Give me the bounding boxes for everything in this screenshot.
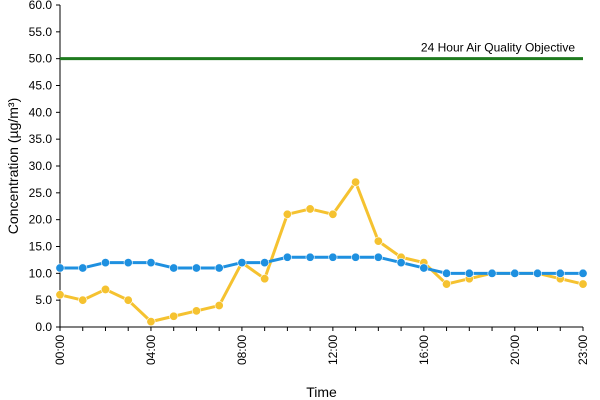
y-tick-label: 15.0 [29, 240, 53, 254]
series-1-point [55, 290, 65, 300]
series-2-point [305, 252, 315, 262]
series-1-point [578, 279, 588, 289]
series-2-point [100, 258, 110, 268]
series-1-point [146, 317, 156, 327]
series-1-point [214, 301, 224, 311]
x-tick-label: 04:00 [144, 335, 158, 365]
series-2-point [442, 268, 452, 278]
series-2-point [510, 268, 520, 278]
series-1-point [100, 284, 110, 294]
series-1-point [191, 306, 201, 316]
series-2-point [328, 252, 338, 262]
x-tick-label: 23:00 [576, 335, 590, 365]
x-tick-label: 20:00 [508, 335, 522, 365]
x-axis: 00:00 04:00 08:00 12:00 16:00 20:00 23:00 [53, 326, 590, 365]
series-2-point [123, 258, 133, 268]
y-tick-label: 0.0 [35, 320, 52, 334]
series-2-point [373, 252, 383, 262]
series-1-point [373, 236, 383, 246]
series-2-point [282, 252, 292, 262]
y-tick-label: 25.0 [29, 186, 53, 200]
series-2-point [351, 252, 361, 262]
series-2-line [60, 255, 583, 275]
series-2-point [55, 263, 65, 273]
y-tick-label: 30.0 [29, 159, 53, 173]
y-tick-label: 60.0 [29, 0, 53, 12]
series-1-point [78, 295, 88, 305]
series-2-point [555, 268, 565, 278]
series-1-line [59, 180, 584, 324]
series-1-point [305, 204, 315, 214]
x-tick-label: 12:00 [326, 335, 340, 365]
series-1-point [442, 279, 452, 289]
series-2-point [237, 258, 247, 268]
y-tick-label: 45.0 [29, 79, 53, 93]
x-tick-label: 16:00 [417, 335, 431, 365]
x-tick-label: 00:00 [53, 335, 67, 365]
series-2-point [578, 268, 588, 278]
series-2-point [78, 263, 88, 273]
series-2-point [533, 268, 543, 278]
y-tick-label: 35.0 [29, 132, 53, 146]
y-tick-label: 55.0 [29, 25, 53, 39]
series-1-point [260, 274, 270, 284]
series-1-point [169, 311, 179, 321]
y-tick-label: 40.0 [29, 105, 53, 119]
series-2-point [214, 263, 224, 273]
series-group [55, 177, 588, 327]
series-2-point [191, 263, 201, 273]
y-tick-label: 5.0 [35, 293, 52, 307]
y-axis: 0.0 5.0 10.0 15.0 20.0 25.0 30.0 35.0 40.0 45.0 50… [29, 0, 61, 334]
y-tick-label: 50.0 [29, 52, 53, 66]
series-2-point [464, 268, 474, 278]
series-2-point [260, 258, 270, 268]
series-2-point [396, 258, 406, 268]
series-2-point [419, 263, 429, 273]
series-1-point [282, 209, 292, 219]
y-axis-title: Concentration (µg/m³) [5, 98, 21, 234]
x-axis-title: Time [306, 384, 337, 400]
series-2-point [169, 263, 179, 273]
series-1-point [328, 209, 338, 219]
series-2-point [146, 258, 156, 268]
series-2-point [487, 268, 497, 278]
series-1-point [351, 177, 361, 187]
y-tick-label: 20.0 [29, 213, 53, 227]
series-1-point [123, 295, 133, 305]
y-tick-label: 10.0 [29, 266, 53, 280]
x-tick-label: 08:00 [235, 335, 249, 365]
objective-label: 24 Hour Air Quality Objective [421, 41, 575, 55]
